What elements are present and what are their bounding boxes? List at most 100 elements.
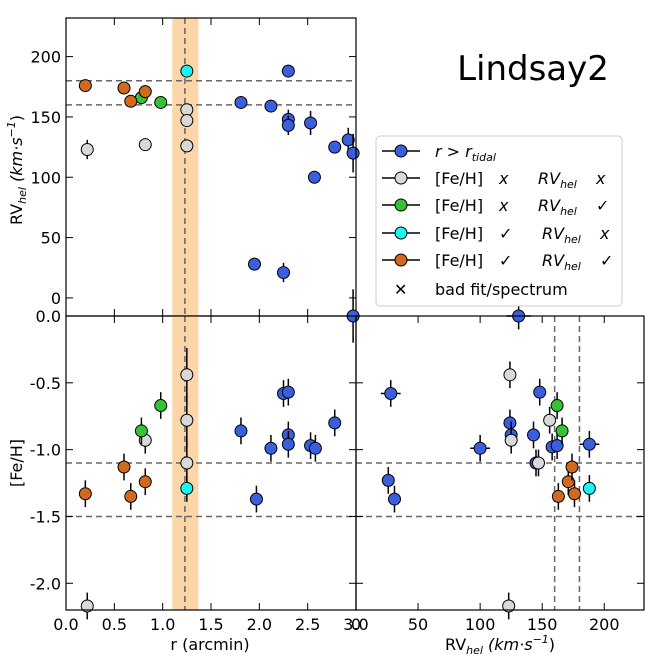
y-tick-label: 100: [30, 168, 61, 187]
legend-label-blue: r > rtidal: [435, 142, 496, 164]
legend-gt: > r: [442, 142, 474, 161]
top-ylabel-main: RV: [7, 204, 26, 225]
data-point-gray: [180, 114, 194, 128]
x-tick-label: 150: [527, 615, 558, 634]
legend-rv-flag: x: [599, 224, 610, 243]
y-tick-label: -1.0: [30, 441, 61, 460]
legend-feh-flag: x: [498, 169, 509, 188]
data-point-cyan: [180, 481, 194, 495]
data-point-blue: [328, 416, 342, 430]
legend-feh-label: [Fe/H]: [435, 251, 483, 270]
data-point-green: [154, 95, 168, 109]
x-tick-label: 100: [465, 615, 496, 634]
legend-r: r: [435, 142, 443, 161]
legend-marker-cyan: [394, 226, 408, 240]
data-point-blue: [328, 140, 342, 154]
legend-rv-flag: x: [595, 169, 606, 188]
y-tick-label: -0.5: [30, 374, 61, 393]
rv-vs-radius-panel: 0 50 100 150 200: [30, 17, 360, 317]
legend-rv: RV: [538, 169, 561, 188]
legend-feh-label: [Fe/H]: [435, 196, 483, 215]
legend-rv: RV: [542, 224, 565, 243]
x-tick-label: 3.0: [343, 615, 368, 634]
data-point-cyan: [582, 481, 596, 495]
data-point-orange: [124, 94, 138, 108]
top-ylabel-units: (km·s: [7, 137, 26, 187]
legend: r > rtidal [Fe/H] x RVhel x [Fe/H] x RVh…: [375, 135, 623, 307]
y-tick-label: -2.0: [30, 574, 61, 593]
data-point-orange: [138, 85, 152, 99]
x-tick-label: 200: [589, 615, 620, 634]
data-point-blue: [473, 441, 487, 455]
legend-rv: RV: [538, 196, 561, 215]
legend-marker-green: [394, 198, 408, 212]
legend-rv-label: RVhel: [538, 196, 577, 218]
data-point-gray: [180, 413, 194, 427]
data-point-gray: [180, 368, 194, 382]
legend-rv-label: RVhel: [538, 169, 577, 191]
data-point-blue: [304, 116, 318, 130]
feh-vs-radius-panel: 0.0 -0.5 -1.0 -1.5 -2.0 0.0 0.5 1.0 1.5 2.0 2.5 3.0: [30, 289, 369, 634]
data-point-blue: [234, 95, 248, 109]
data-point-orange: [117, 81, 131, 95]
legend-bad-label: bad fit/spectrum: [435, 280, 568, 299]
y-tick-label: 150: [30, 108, 61, 127]
bottom-right-x-axis-label: RVhel (km·s−1): [445, 633, 555, 657]
legend-marker-orange: [394, 253, 408, 267]
legend-feh-flag: ✓: [499, 251, 512, 270]
data-point-green: [134, 424, 148, 438]
svg-text:RVhel (km·s−1): RVhel (km·s−1): [5, 115, 29, 225]
x-tick-label: 1.5: [198, 615, 223, 634]
data-point-blue: [582, 437, 596, 451]
data-point-blue: [249, 492, 263, 506]
legend-item-green: [Fe/H] x RVhel ✓: [382, 196, 609, 218]
feh-vs-rv-panel: 0 50 100 150 200: [351, 302, 645, 634]
data-point-blue: [533, 385, 547, 399]
chart-title: Lindsay2: [457, 49, 609, 89]
legend-rv-flag: ✓: [600, 251, 613, 270]
legend-hel: hel: [560, 205, 577, 218]
legend-hel: hel: [564, 233, 581, 246]
x-tick-label: 0.5: [102, 615, 127, 634]
legend-rv: RV: [542, 251, 565, 270]
data-point-blue: [503, 416, 517, 430]
data-point-gray: [503, 368, 517, 382]
legend-item-gray: [Fe/H] x RVhel x: [382, 169, 606, 191]
legend-item-bad-fit: ✕ bad fit/spectrum: [394, 280, 568, 299]
top-y-axis-label: RVhel (km·s−1): [5, 115, 29, 225]
y-tick-label: 0.0: [36, 307, 61, 326]
x-tick-label: 0: [351, 615, 361, 634]
data-point-gray: [543, 413, 557, 427]
x-tick-label: 1.0: [150, 615, 175, 634]
data-point-blue: [341, 133, 355, 147]
data-point-gray: [80, 599, 94, 613]
data-point-blue: [281, 64, 295, 78]
data-point-blue: [527, 428, 541, 442]
legend-feh-flag: ✓: [499, 224, 512, 243]
data-point-orange: [567, 487, 581, 501]
data-point-blue: [384, 387, 398, 401]
data-point-gray: [80, 143, 94, 157]
y-tick-label: 200: [30, 48, 61, 67]
legend-item-cyan: [Fe/H] ✓ RVhel x: [382, 224, 610, 246]
y-tick-label: 0: [51, 289, 61, 308]
legend-item-blue: r > rtidal: [382, 142, 496, 164]
data-point-blue: [550, 439, 564, 453]
top-ylabel-exp: −1: [5, 121, 18, 137]
data-point-blue: [381, 473, 395, 487]
data-point-blue: [234, 424, 248, 438]
data-point-blue: [308, 441, 322, 455]
data-point-orange: [138, 475, 152, 489]
data-point-blue: [277, 266, 290, 280]
data-point-cyan: [180, 64, 194, 78]
data-point-blue: [281, 437, 295, 451]
data-point-orange: [78, 79, 92, 93]
data-point-blue: [346, 146, 360, 160]
data-point-green: [555, 424, 569, 438]
data-point-orange: [565, 460, 579, 474]
legend-marker-gray: [394, 171, 408, 185]
legend-rv-label: RVhel: [542, 224, 581, 246]
data-point-gray: [531, 456, 545, 470]
data-point-blue: [264, 99, 278, 113]
legend-item-orange: [Fe/H] ✓ RVhel ✓: [382, 251, 613, 273]
